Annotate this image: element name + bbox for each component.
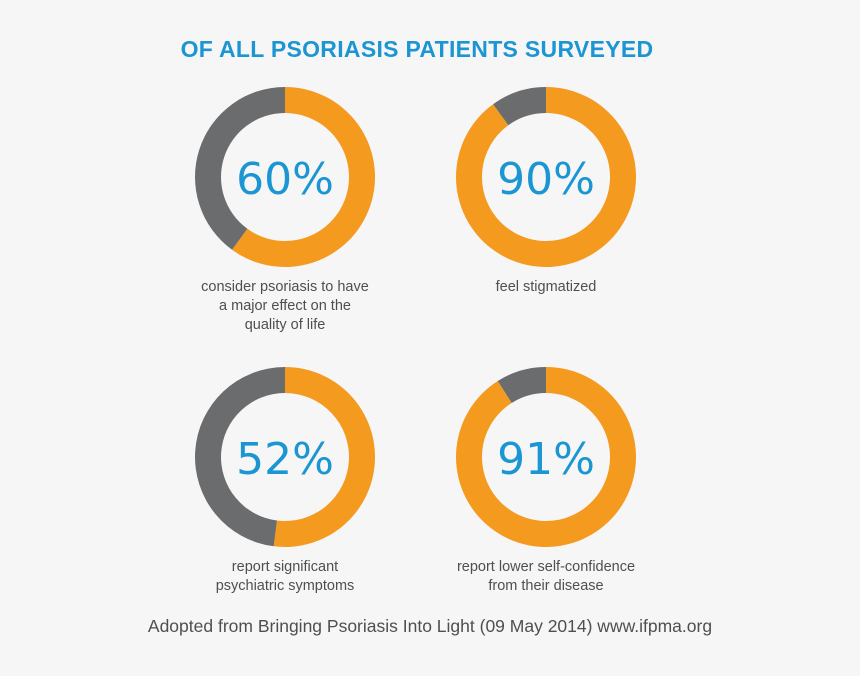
donut-chart-3: 52%: [194, 367, 375, 547]
donut-segment-remaining: [493, 87, 546, 126]
donut-panel-1: 60% consider psoriasis to have a major e…: [165, 86, 405, 335]
donut-segment-filled: [232, 87, 376, 267]
donut-panel-2: 90% feel stigmatized: [426, 86, 666, 297]
chart-title: OF ALL PSORIASIS PATIENTS SURVEYED: [180, 36, 654, 62]
donut-segment-remaining: [195, 87, 285, 250]
donut-caption: report significant psychiatric symptoms: [215, 559, 355, 594]
donut-chart-4: 91%: [456, 367, 636, 547]
donut-segment-filled: [273, 367, 375, 547]
donut-caption: feel stigmatized: [495, 279, 597, 295]
donut-caption: consider psoriasis to have a major effec…: [201, 279, 369, 333]
source-note: Adopted from Bringing Psoriasis Into Lig…: [147, 616, 713, 636]
donut-panel-4: 91% report lower self-confidence from th…: [426, 366, 666, 596]
donut-caption: report lower self-confidence from their …: [456, 559, 636, 594]
donut-chart-1: 60%: [195, 87, 376, 267]
donut-panel-3: 52% report significant psychiatric sympt…: [165, 366, 405, 596]
donut-segment-remaining: [194, 367, 285, 547]
percent-label: 60%: [236, 154, 334, 205]
percent-label: 52%: [236, 434, 334, 485]
percent-label: 90%: [497, 154, 595, 205]
donut-segment-remaining: [497, 367, 546, 403]
percent-label: 91%: [497, 434, 595, 485]
donut-chart-2: 90%: [456, 87, 636, 267]
